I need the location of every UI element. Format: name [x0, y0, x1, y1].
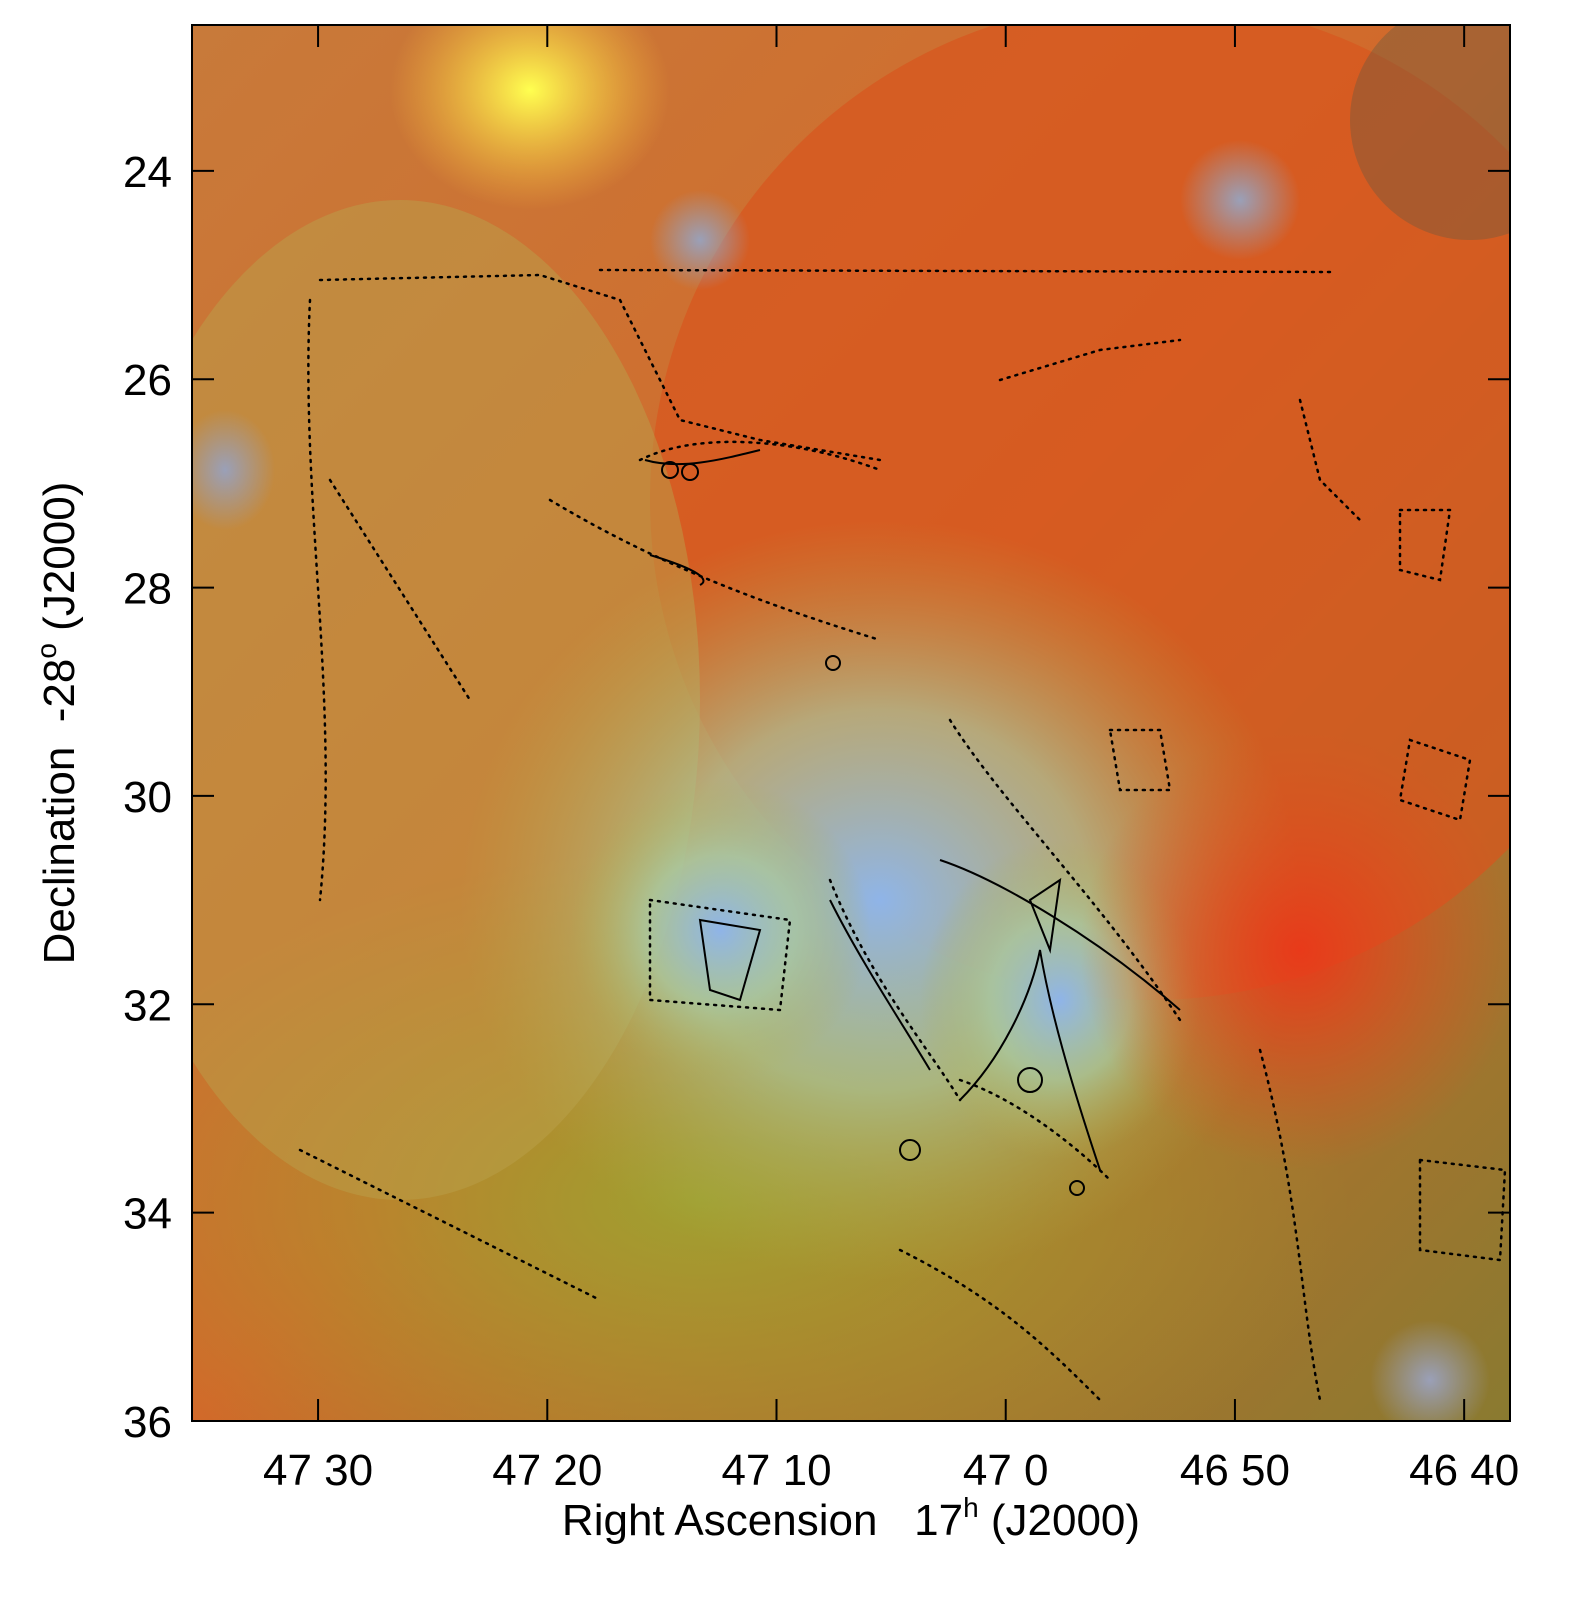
- y-label-end: (J2000): [35, 482, 84, 643]
- y-tick-label: 26: [123, 356, 172, 405]
- axes: 47 30 47 20 47 10 47 0 46 50 46 40 24 26 28 30 32 3…: [123, 25, 1519, 1495]
- x-label-main: Right Ascension 17: [562, 1496, 963, 1545]
- x-tick-label: 47 10: [721, 1446, 831, 1495]
- y-tick-label: 34: [123, 1190, 172, 1239]
- x-tick-label: 46 50: [1180, 1446, 1290, 1495]
- x-tick-label: 47 30: [263, 1446, 373, 1495]
- x-tick-label: 46 40: [1409, 1446, 1519, 1495]
- x-label-sup: h: [963, 1492, 979, 1523]
- y-tick-label: 32: [123, 981, 172, 1030]
- image: [192, 25, 1510, 1421]
- y-tick-label: 30: [123, 773, 172, 822]
- x-label-end: (J2000): [979, 1496, 1140, 1545]
- y-axis-label: Declination -28o (J2000): [31, 482, 84, 965]
- y-label-main: Declination -28: [35, 659, 84, 965]
- x-tick-label: 47 0: [963, 1446, 1049, 1495]
- plot-frame: [191, 24, 1511, 1422]
- y-tick-label: 36: [123, 1398, 172, 1447]
- y-label-sup: o: [31, 643, 62, 659]
- x-axis-label: Right Ascension 17h (J2000): [562, 1492, 1140, 1545]
- x-tick-label: 47 20: [492, 1446, 602, 1495]
- y-tick-label: 28: [123, 565, 172, 614]
- y-tick-label: 24: [123, 148, 172, 197]
